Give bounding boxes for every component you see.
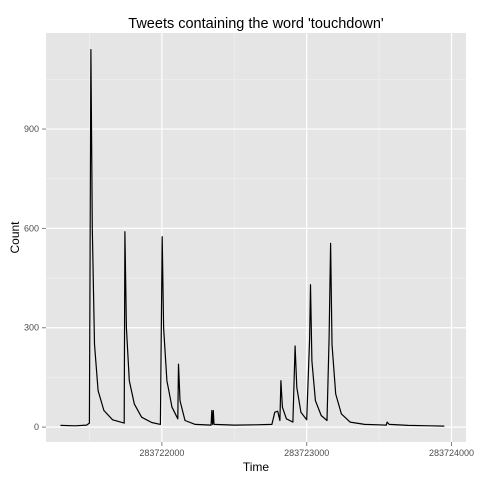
y-tick-label: 0 bbox=[34, 422, 39, 432]
y-tick-label: 900 bbox=[24, 124, 39, 134]
x-axis-title: Time bbox=[243, 460, 270, 474]
y-tick-label: 300 bbox=[24, 323, 39, 333]
plot-panel bbox=[46, 33, 466, 442]
y-axis-title: Count bbox=[8, 221, 22, 254]
series-line-0 bbox=[60, 49, 445, 427]
x-axis: 283722000 283723000 283724000 bbox=[139, 442, 474, 458]
x-tick-label: 283722000 bbox=[139, 448, 184, 458]
x-tick-label: 283724000 bbox=[429, 448, 474, 458]
series-layer bbox=[60, 49, 445, 427]
chart-title: Tweets containing the word 'touchdown' bbox=[128, 16, 384, 32]
y-tick-label: 600 bbox=[24, 223, 39, 233]
major-gridlines bbox=[46, 33, 466, 442]
minor-gridlines bbox=[46, 33, 466, 442]
x-tick-label: 283723000 bbox=[284, 448, 329, 458]
y-axis: 0 300 600 900 bbox=[24, 124, 46, 432]
